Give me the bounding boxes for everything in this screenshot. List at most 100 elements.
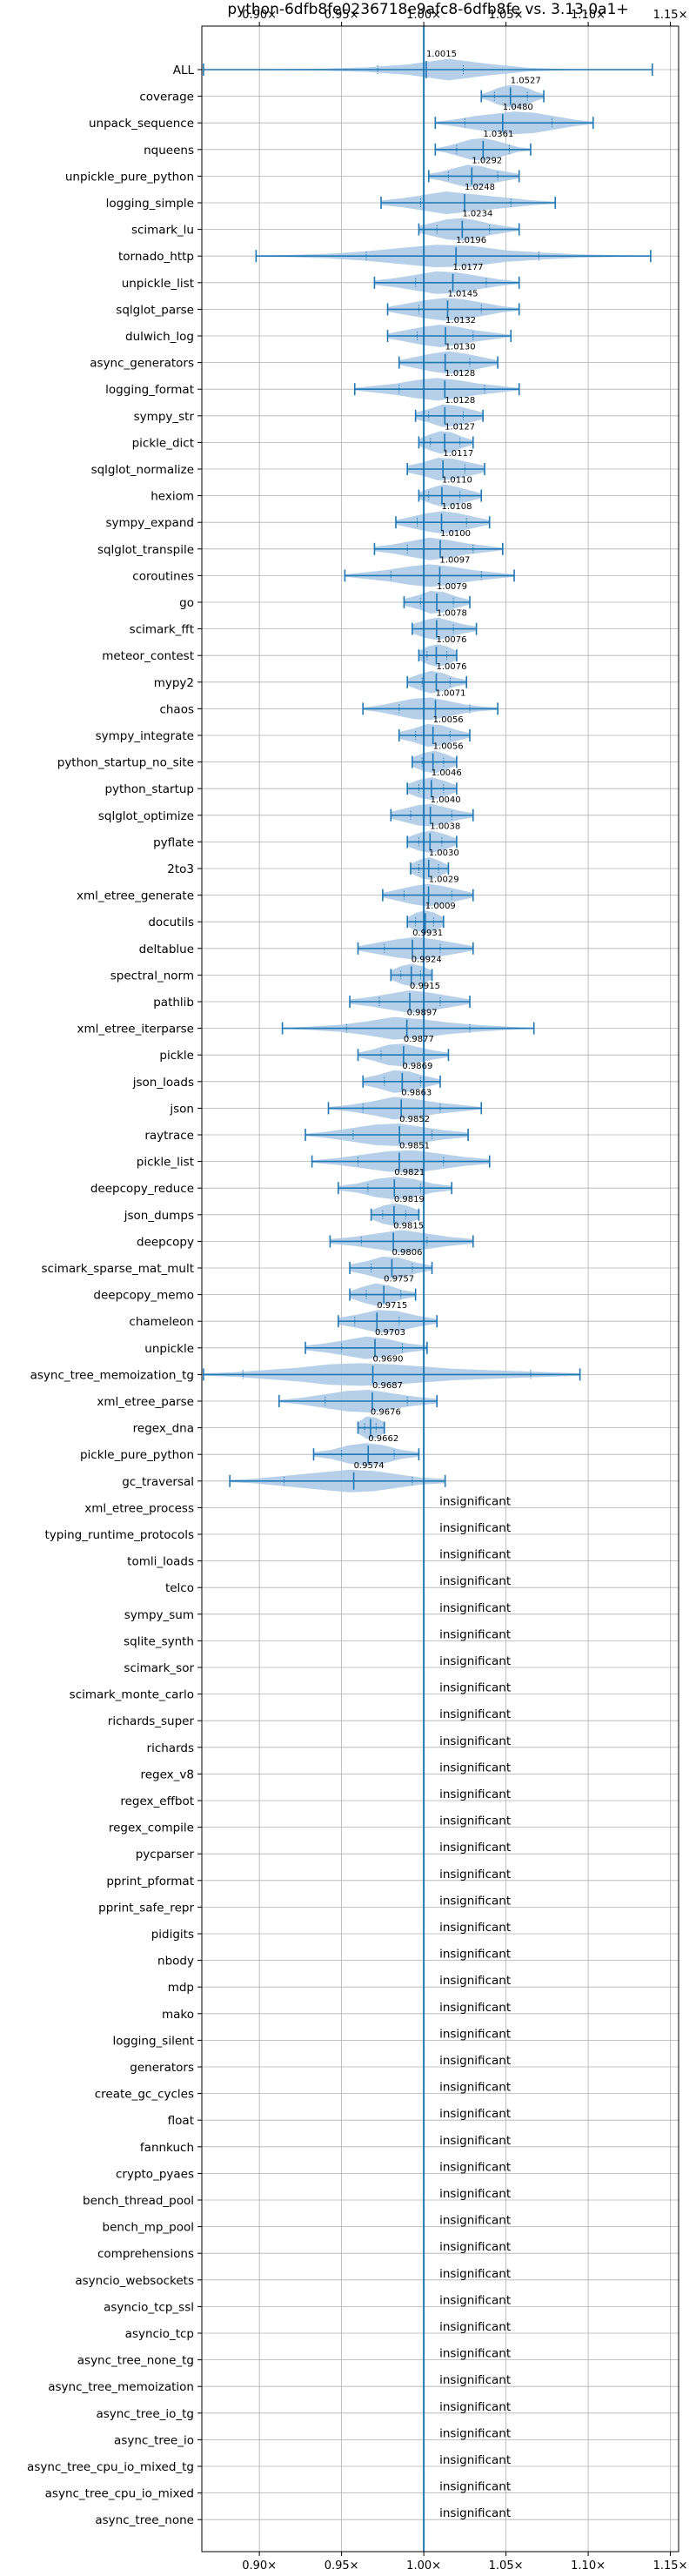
insignificant-label: insignificant bbox=[439, 2453, 511, 2467]
benchmark-label: sqlglot_transpile bbox=[97, 543, 194, 557]
benchmark-label: deepcopy_reduce bbox=[90, 1182, 194, 1196]
benchmark-label: asyncio_tcp_ssl bbox=[104, 2300, 194, 2314]
benchmark-label: crypto_pyaes bbox=[116, 2167, 194, 2181]
benchmark-label: async_tree_memoization_tg bbox=[30, 1368, 194, 1382]
insignificant-label: insignificant bbox=[439, 1574, 511, 1588]
value-label: 0.9819 bbox=[394, 1195, 425, 1204]
benchmark-label: comprehensions bbox=[97, 2247, 194, 2261]
insignificant-label: insignificant bbox=[439, 2400, 511, 2414]
benchmark-label: sympy_integrate bbox=[96, 729, 194, 743]
value-label: 1.0527 bbox=[511, 77, 541, 86]
value-label: 0.9869 bbox=[402, 1062, 432, 1071]
benchmark-label: sqlglot_optimize bbox=[98, 809, 194, 823]
benchmark-label: pickle_pure_python bbox=[80, 1448, 194, 1462]
value-label: 0.9852 bbox=[399, 1115, 430, 1124]
value-label: 1.0128 bbox=[445, 369, 475, 379]
x-tick-label-bottom: 0.90× bbox=[242, 2559, 277, 2573]
benchmark-label: mypy2 bbox=[154, 676, 194, 690]
benchmark-label: 2to3 bbox=[167, 862, 194, 876]
value-label: 1.0127 bbox=[445, 422, 475, 432]
value-label: 0.9687 bbox=[372, 1381, 403, 1391]
x-tick-label-top: 1.15× bbox=[653, 9, 688, 22]
value-label: 1.0117 bbox=[443, 449, 473, 459]
benchmark-label: coverage bbox=[139, 91, 194, 104]
benchmark-label: pprint_pformat bbox=[106, 1875, 194, 1888]
benchmark-label: coroutines bbox=[132, 569, 194, 583]
benchmark-label: sqlglot_normalize bbox=[91, 463, 194, 477]
value-label: 1.0110 bbox=[442, 476, 472, 486]
value-label: 1.0130 bbox=[445, 343, 476, 352]
value-label: 0.9877 bbox=[404, 1035, 434, 1044]
benchmark-label: richards bbox=[147, 1741, 194, 1755]
benchmark-label: sqlite_synth bbox=[124, 1634, 194, 1648]
value-label: 1.0056 bbox=[433, 742, 464, 752]
benchmark-label: sympy_sum bbox=[124, 1608, 194, 1622]
label-layer: 0.90× 0.90× 0.95× 0.95× 1.00× 1.00× 1.05× 1.05×… bbox=[27, 9, 687, 2573]
value-label: 1.0040 bbox=[431, 795, 461, 805]
benchmark-label: xml_etree_parse bbox=[97, 1395, 194, 1409]
insignificant-label: insignificant bbox=[439, 1868, 511, 1882]
benchmark-label: async_tree_io_tg bbox=[96, 2407, 194, 2421]
insignificant-label: insignificant bbox=[439, 1815, 511, 1828]
insignificant-label: insignificant bbox=[439, 2160, 511, 2174]
benchmark-label: unpickle bbox=[144, 1342, 194, 1356]
insignificant-label: insignificant bbox=[439, 2001, 511, 2015]
benchmark-label: logging_simple bbox=[106, 197, 194, 211]
x-tick-label-top: 1.10× bbox=[571, 9, 606, 22]
value-label: 1.0145 bbox=[448, 289, 478, 299]
insignificant-label: insignificant bbox=[439, 2426, 511, 2440]
benchmark-label: json_dumps bbox=[124, 1209, 194, 1223]
value-label: 0.9924 bbox=[412, 955, 442, 964]
benchmark-label: chameleon bbox=[129, 1315, 194, 1329]
benchmark-label: scimark_fft bbox=[130, 623, 194, 637]
benchmark-label: regex_dna bbox=[133, 1422, 194, 1436]
insignificant-label: insignificant bbox=[439, 1521, 511, 1535]
insignificant-label: insignificant bbox=[439, 2107, 511, 2121]
mark-layer bbox=[203, 26, 653, 2552]
benchmark-label: logging_format bbox=[105, 383, 194, 397]
insignificant-label: insignificant bbox=[439, 1841, 511, 1855]
value-label: 1.0056 bbox=[433, 715, 464, 725]
insignificant-label: insignificant bbox=[439, 2480, 511, 2494]
benchmark-label: generators bbox=[130, 2061, 194, 2075]
value-label: 0.9851 bbox=[399, 1142, 430, 1151]
benchmark-label: sqlglot_parse bbox=[116, 303, 194, 317]
benchmark-label: pickle_dict bbox=[132, 436, 194, 450]
insignificant-label: insignificant bbox=[439, 1707, 511, 1721]
benchmark-label: scimark_lu bbox=[131, 224, 194, 238]
benchmark-label: async_tree_cpu_io_mixed bbox=[45, 2487, 194, 2501]
benchmark-label: json_loads bbox=[132, 1076, 194, 1090]
benchmark-label: gc_traversal bbox=[122, 1475, 194, 1489]
value-label: 0.9574 bbox=[354, 1461, 385, 1471]
benchmark-label: bench_thread_pool bbox=[83, 2194, 194, 2208]
chart-title: python-6dfb8fe0236718e9afc8-6dfb8fe vs. … bbox=[227, 1, 628, 18]
x-tick-label-top: 1.05× bbox=[489, 9, 524, 22]
insignificant-label: insignificant bbox=[439, 2293, 511, 2307]
value-label: 1.0128 bbox=[445, 396, 475, 406]
benchmark-label: unpickle_list bbox=[122, 277, 194, 291]
insignificant-label: insignificant bbox=[439, 2214, 511, 2228]
benchmark-label: asyncio_tcp bbox=[125, 2327, 194, 2341]
benchmark-label: meteor_contest bbox=[102, 649, 194, 663]
insignificant-label: insignificant bbox=[439, 1601, 511, 1615]
benchmark-label: pprint_safe_repr bbox=[98, 1901, 194, 1915]
benchmark-label: async_tree_memoization bbox=[48, 2380, 194, 2394]
value-label: 1.0480 bbox=[503, 103, 533, 112]
value-label: 0.9931 bbox=[412, 929, 443, 938]
insignificant-label: insignificant bbox=[439, 2134, 511, 2148]
benchmark-label: pyflate bbox=[153, 835, 194, 849]
value-label: 1.0038 bbox=[430, 822, 460, 831]
value-label: 1.0177 bbox=[453, 263, 484, 272]
benchmark-label: fannkuch bbox=[140, 2141, 194, 2155]
value-label: 1.0046 bbox=[432, 768, 462, 778]
value-label: 0.9897 bbox=[407, 1009, 438, 1018]
benchmark-label: xml_etree_iterparse bbox=[77, 1023, 195, 1036]
benchmark-label: logging_silent bbox=[113, 2034, 194, 2048]
benchmark-label: asyncio_websockets bbox=[75, 2274, 194, 2288]
value-label: 0.9662 bbox=[368, 1434, 398, 1444]
benchmark-label: tomli_loads bbox=[127, 1555, 194, 1569]
benchmark-label: mdp bbox=[168, 1981, 194, 1995]
value-label: 1.0361 bbox=[483, 130, 513, 139]
benchmark-label: pycparser bbox=[136, 1848, 195, 1862]
